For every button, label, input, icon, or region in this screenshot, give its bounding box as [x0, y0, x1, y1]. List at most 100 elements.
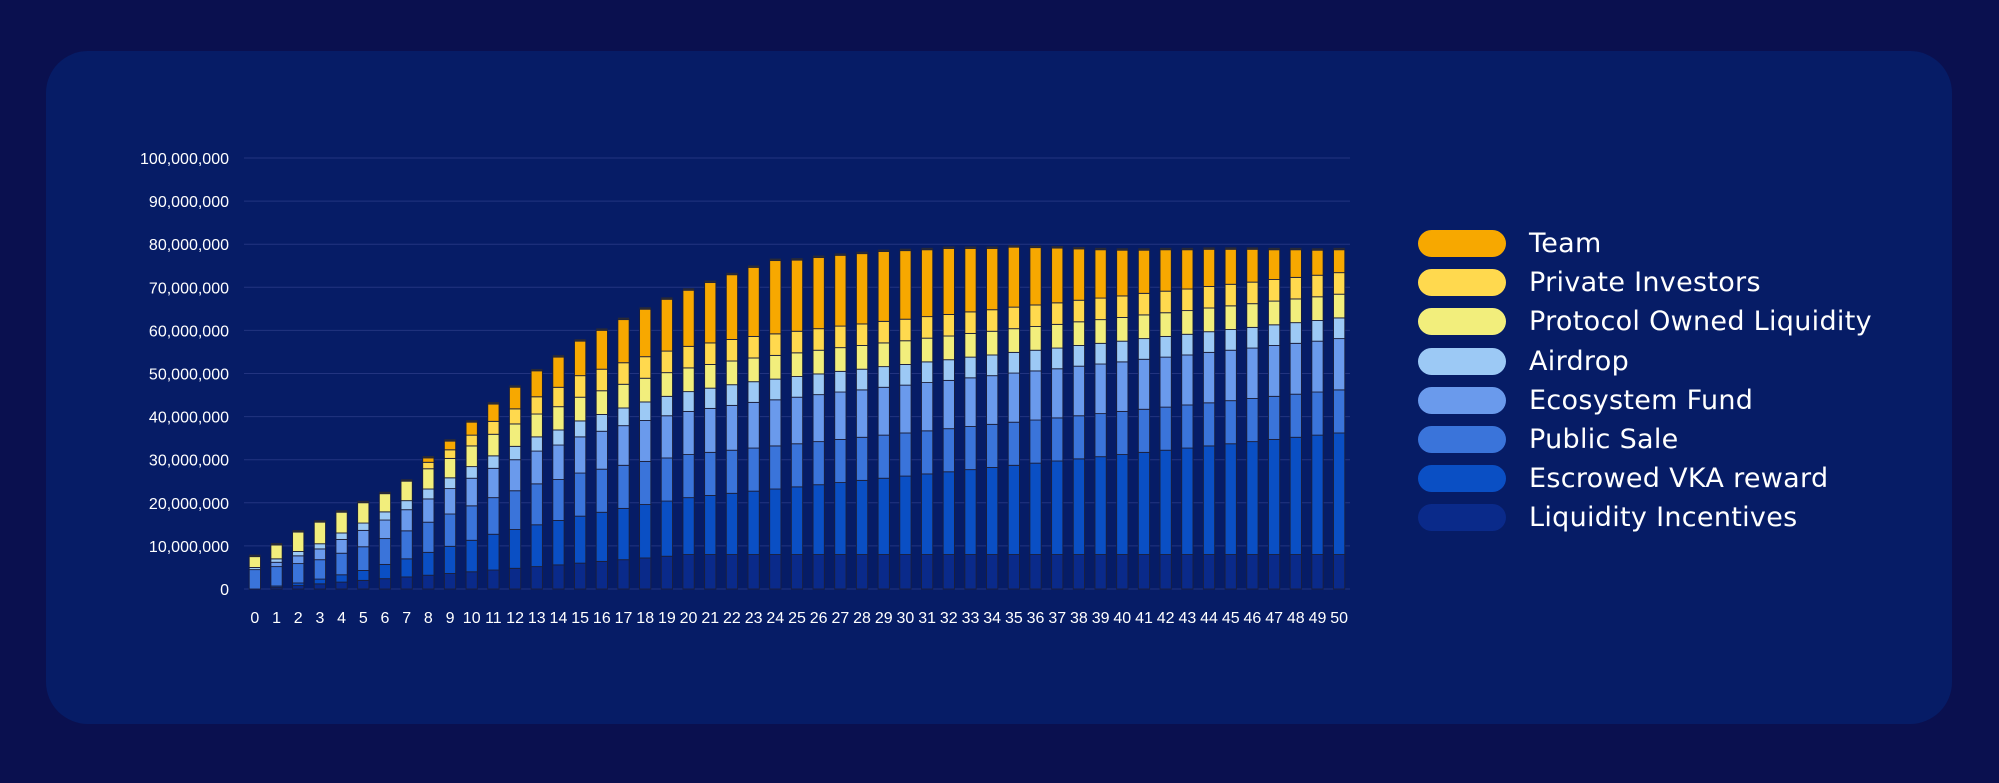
- bar-segment: [639, 504, 652, 559]
- x-tick-label: 24: [766, 610, 784, 627]
- bar-segment: [465, 539, 478, 573]
- bar-segment: [942, 379, 955, 430]
- x-tick-label: 31: [918, 610, 936, 627]
- x-tick-label: 28: [853, 610, 871, 627]
- bar-segment: [400, 530, 413, 560]
- bar-segment: [899, 363, 912, 386]
- bar-segment: [617, 407, 630, 427]
- bar-stack: [1007, 245, 1020, 590]
- bar-segment: [855, 479, 869, 555]
- bar-segment: [986, 467, 999, 555]
- bar-segment: [1007, 306, 1020, 330]
- bar-cap: [1203, 247, 1215, 250]
- bar-segment: [508, 567, 522, 590]
- bar-segment: [834, 325, 847, 349]
- bar-segment: [660, 395, 673, 417]
- bar-segment: [1007, 246, 1020, 308]
- y-tick-label: 30,000,000: [149, 453, 229, 470]
- bar-stack: [769, 258, 782, 590]
- bar-segment: [357, 502, 370, 524]
- bar-cap: [943, 246, 955, 249]
- bar-segment: [1268, 395, 1281, 440]
- bar-segment: [1072, 554, 1086, 590]
- bar-segment: [790, 352, 804, 377]
- bar-segment: [639, 420, 652, 462]
- bar-cap: [379, 491, 391, 494]
- y-tick-label: 20,000,000: [149, 496, 229, 513]
- bar-segment: [530, 370, 543, 398]
- bar-segment: [639, 377, 652, 403]
- bar-segment: [725, 449, 739, 494]
- bar-segment: [1116, 249, 1129, 297]
- x-tick-label: 25: [788, 610, 806, 627]
- bar-segment: [1007, 554, 1020, 590]
- x-tick-label: 13: [528, 610, 546, 627]
- x-tick-label: 36: [1027, 610, 1045, 627]
- bar-segment: [1289, 436, 1302, 555]
- bar-segment: [747, 554, 760, 590]
- bar-segment: [812, 394, 825, 443]
- bar-segment: [574, 436, 587, 474]
- bar-segment: [422, 488, 435, 500]
- bar-segment: [877, 342, 890, 368]
- legend-item: Airdrop: [1418, 342, 1872, 381]
- bar-segment: [921, 361, 934, 384]
- bar-stack: [899, 248, 912, 590]
- bar-stack: [270, 543, 283, 590]
- bar-segment: [1072, 248, 1086, 301]
- bar-segment: [248, 569, 261, 590]
- bar-segment: [422, 574, 435, 590]
- bar-segment: [660, 555, 673, 590]
- bar-segment: [465, 434, 478, 447]
- bar-segment: [1137, 292, 1151, 316]
- y-tick-label: 80,000,000: [149, 237, 229, 254]
- bar-segment: [747, 267, 760, 337]
- bar-segment: [834, 482, 847, 555]
- bar-segment: [660, 500, 673, 557]
- bar-segment: [487, 467, 500, 499]
- bar-segment: [812, 328, 825, 351]
- x-tick-label: 45: [1222, 610, 1240, 627]
- bar-cap: [617, 317, 630, 320]
- bar-segment: [769, 260, 782, 335]
- bar-segment: [530, 413, 543, 438]
- bar-segment: [1072, 321, 1086, 346]
- bar-segment: [877, 477, 890, 555]
- bar-segment: [508, 459, 522, 492]
- bar-segment: [1289, 249, 1302, 278]
- bar-segment: [921, 316, 934, 339]
- bar-segment: [1333, 338, 1346, 391]
- bar-segment: [1289, 393, 1302, 438]
- bar-segment: [855, 554, 869, 590]
- bar-cap: [1051, 246, 1063, 249]
- bar-stack: [1289, 247, 1302, 590]
- bar-segment: [1159, 290, 1172, 314]
- x-tick-label: 50: [1330, 610, 1348, 627]
- bar-segment: [921, 382, 934, 432]
- bar-segment: [1202, 307, 1216, 333]
- bar-cap: [1246, 247, 1259, 250]
- bar-segment: [639, 401, 652, 421]
- bar-stack: [595, 328, 608, 590]
- bar-cap: [921, 247, 933, 250]
- bar-segment: [1202, 445, 1216, 555]
- bar-segment: [1311, 274, 1324, 298]
- bar-stack: [1116, 248, 1129, 590]
- bar-segment: [682, 367, 695, 393]
- bar-segment: [855, 368, 869, 391]
- bar-stack: [357, 500, 370, 590]
- bar-segment: [725, 384, 739, 406]
- bar-segment: [1224, 329, 1237, 351]
- legend-label: Team: [1529, 228, 1602, 260]
- bar-segment: [1116, 454, 1129, 555]
- legend-label: Liquidity Incentives: [1529, 502, 1798, 534]
- bar-segment: [877, 434, 890, 479]
- bar-segment: [335, 538, 348, 554]
- bar-cap: [1008, 245, 1020, 248]
- bar-segment: [790, 330, 804, 354]
- bar-segment: [1116, 295, 1129, 318]
- bar-segment: [682, 391, 695, 412]
- bar-segment: [574, 420, 587, 438]
- bar-segment: [877, 251, 890, 322]
- bar-segment: [1007, 328, 1020, 353]
